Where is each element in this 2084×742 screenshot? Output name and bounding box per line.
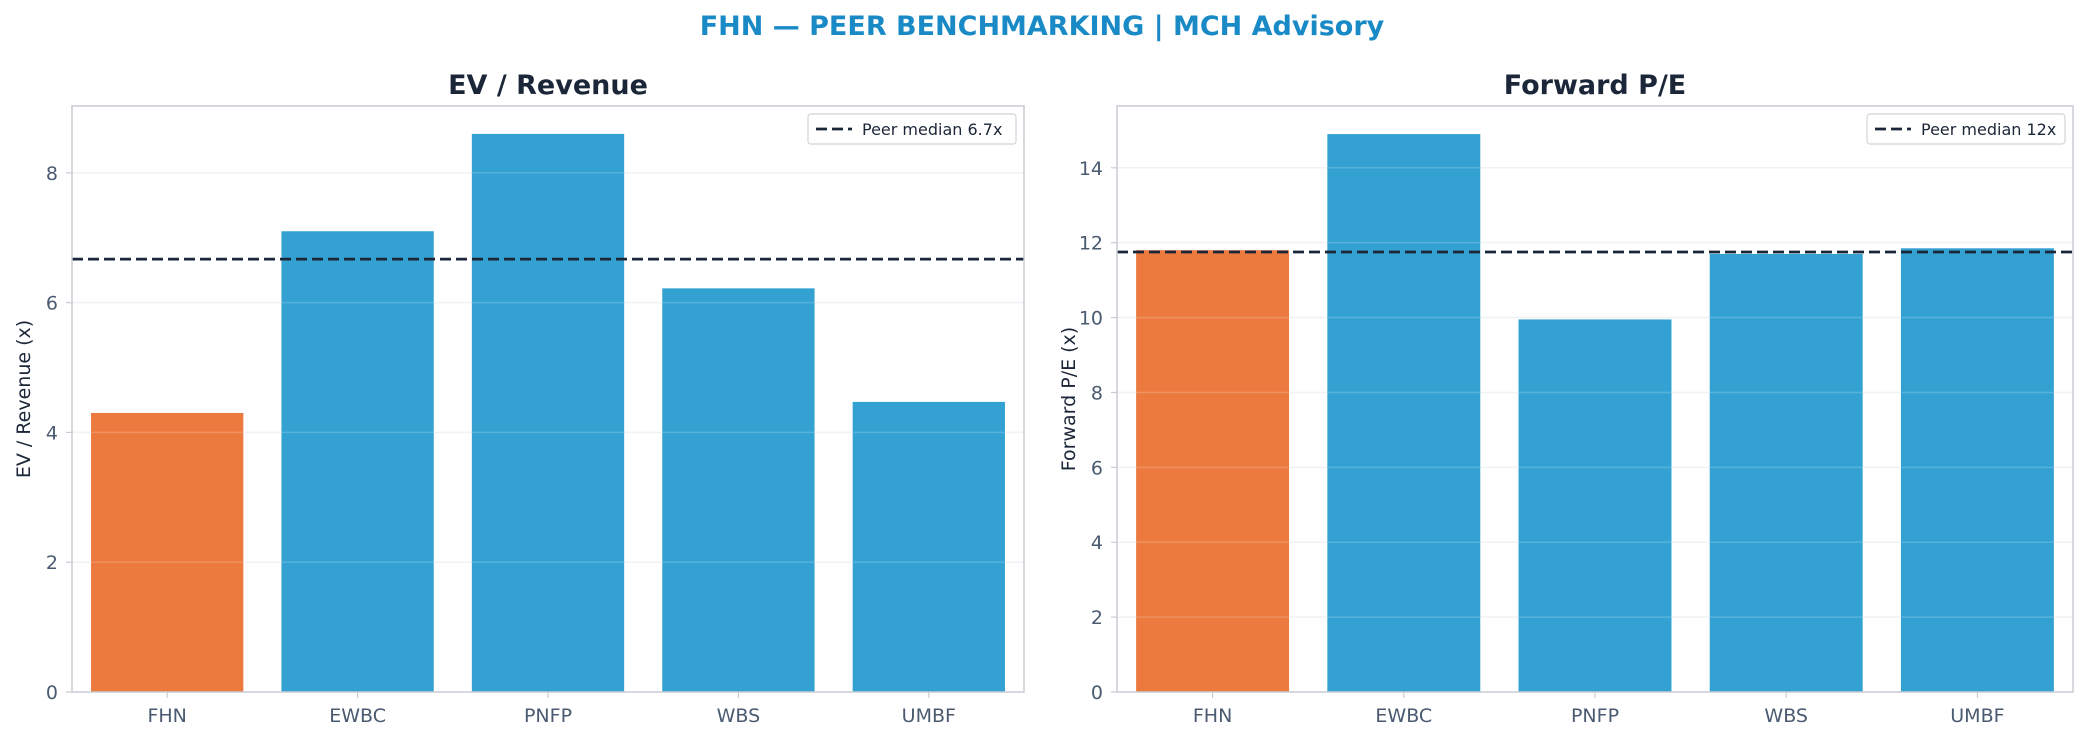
panel-forward-pe: FHN EWBC PNFP WBS UMBF 0 2 4 6 8 10 12 14 Forward P/E… bbox=[1058, 70, 2074, 727]
chart-0-legend bbox=[807, 113, 1017, 145]
panel-ev-revenue: FHN EWBC PNFP WBS UMBF 0 2 4 6 8 EV / Revenue EV / … bbox=[13, 70, 1025, 727]
chart-0-x-tick-label: FHN bbox=[147, 705, 186, 727]
chart-1-y-tick-label: 2 bbox=[1091, 607, 1103, 629]
chart-0-y-tick-label: 4 bbox=[46, 422, 58, 444]
chart-1-x-tick-label: EWBC bbox=[1375, 705, 1432, 727]
chart-0-bar-ewbc bbox=[281, 231, 434, 692]
chart-0-bar-umbf bbox=[852, 401, 1005, 692]
chart-0-x-tick-label: WBS bbox=[717, 705, 761, 727]
chart-1-y-tick-label: 12 bbox=[1079, 233, 1103, 255]
chart-1-y-tick-label: 4 bbox=[1091, 532, 1103, 554]
chart-1-title: Forward P/E bbox=[1504, 70, 1687, 101]
chart-0-x-tick-label: EWBC bbox=[329, 705, 386, 727]
chart-1-legend bbox=[1866, 113, 2066, 145]
chart-1-bar-fhn bbox=[1136, 250, 1290, 693]
chart-1-y-tick-label: 6 bbox=[1091, 457, 1103, 479]
chart-1-legend-label: Peer median 12x bbox=[1921, 120, 2056, 139]
chart-1-y-tick-label: 10 bbox=[1079, 308, 1103, 330]
chart-0-y-axis-label: EV / Revenue (x) bbox=[13, 320, 35, 478]
chart-0-legend-label: Peer median 6.7x bbox=[862, 120, 1002, 139]
chart-0-bar-pnfp bbox=[471, 133, 625, 692]
chart-0-x-tick-label: UMBF bbox=[902, 705, 956, 727]
figure-title: FHN — PEER BENCHMARKING | MCH Advisory bbox=[700, 11, 1385, 42]
chart-0-y-tick-label: 2 bbox=[46, 552, 58, 574]
chart-0-axes-frame bbox=[71, 105, 1025, 693]
chart-1-bar-ewbc bbox=[1327, 134, 1481, 692]
chart-0-bar-fhn bbox=[91, 412, 244, 692]
chart-1-x-tick-label: UMBF bbox=[1950, 705, 2004, 727]
chart-1-bar-pnfp bbox=[1518, 319, 1672, 692]
chart-1-x-tick-label: WBS bbox=[1764, 705, 1808, 727]
chart-0-y-tick-label: 6 bbox=[46, 293, 58, 315]
chart-1-bar-wbs bbox=[1709, 253, 1863, 692]
chart-0-x-tick-label: PNFP bbox=[524, 705, 572, 727]
chart-0-y-tick-label: 0 bbox=[46, 682, 58, 704]
chart-1-y-axis-label: Forward P/E (x) bbox=[1058, 327, 1080, 471]
chart-1-y-tick-label: 8 bbox=[1091, 382, 1103, 404]
chart-0-y-tick-label: 8 bbox=[46, 163, 58, 185]
chart-1-x-tick-label: FHN bbox=[1193, 705, 1232, 727]
chart-0-bar-wbs bbox=[662, 288, 815, 692]
chart-1-axes-frame bbox=[1116, 105, 2074, 693]
chart-1-y-tick-label: 14 bbox=[1079, 158, 1103, 180]
chart-1-y-tick-label: 0 bbox=[1091, 682, 1103, 704]
chart-0-title: EV / Revenue bbox=[448, 70, 648, 101]
chart-1-x-tick-label: PNFP bbox=[1571, 705, 1619, 727]
chart-1-bar-umbf bbox=[1900, 248, 2054, 692]
